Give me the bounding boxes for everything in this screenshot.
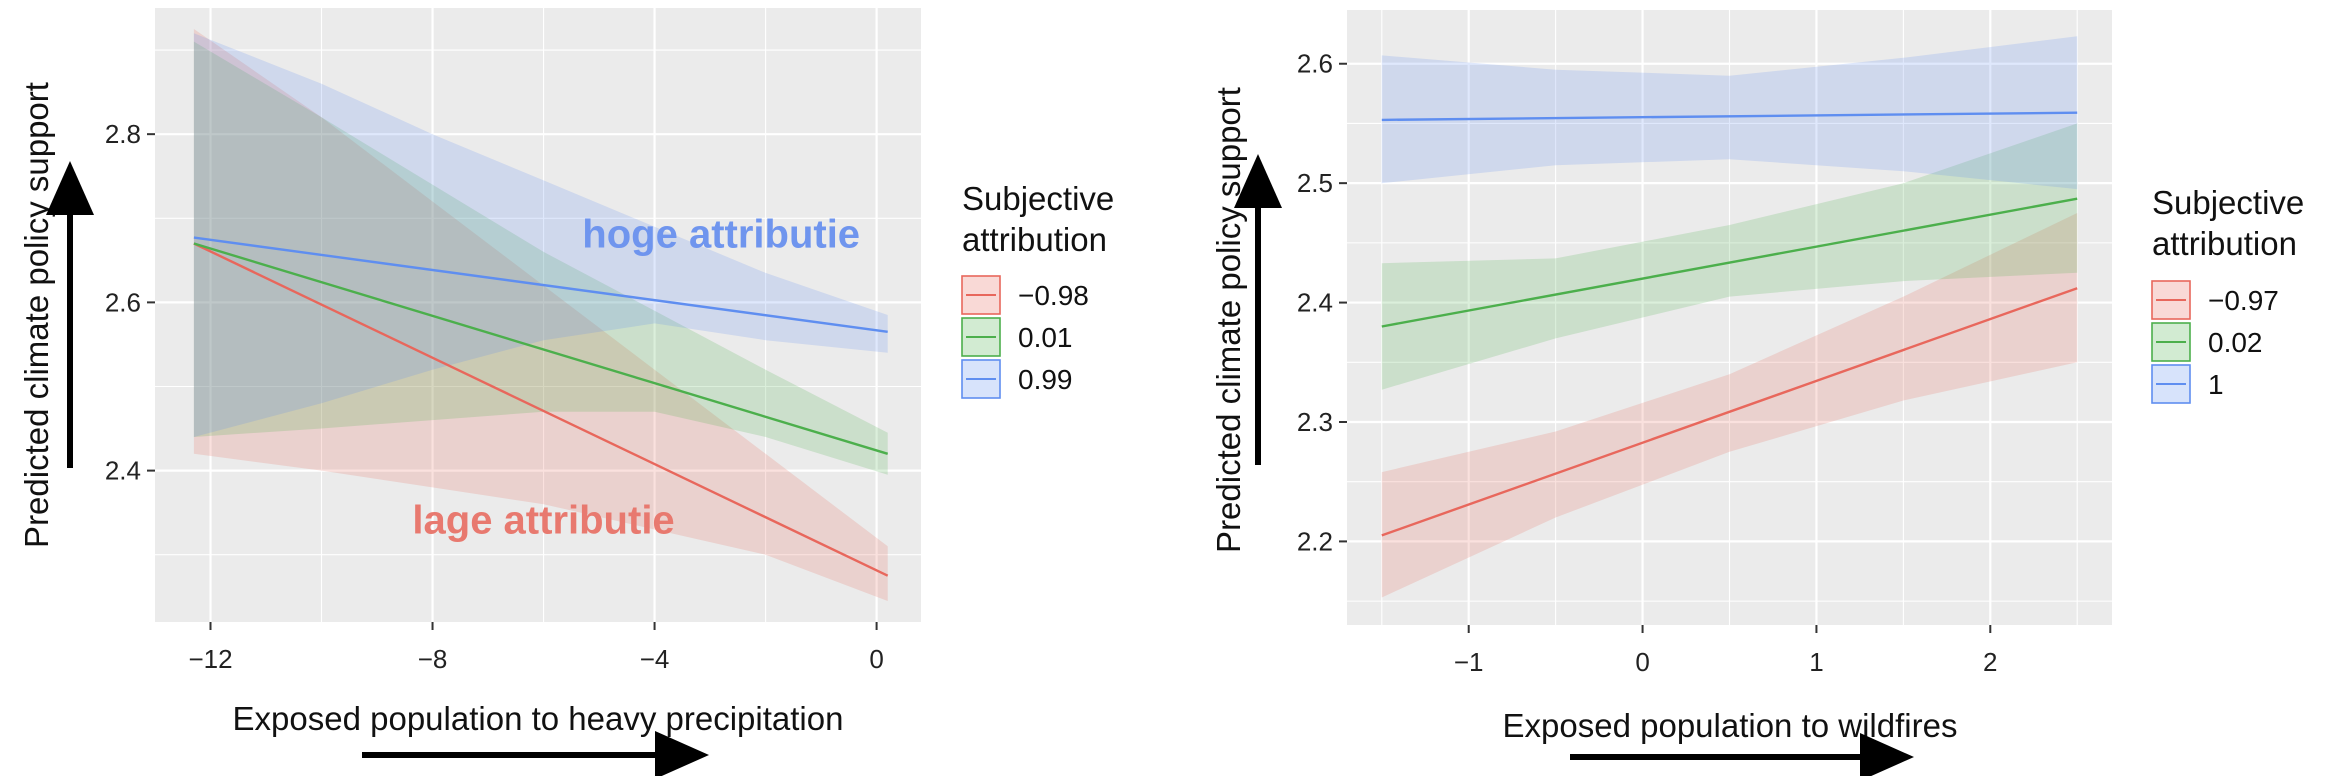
y-tick-label: 2.6: [105, 287, 141, 317]
series-line-2: [193, 236, 888, 333]
legend-label-1: 0.02: [2208, 327, 2263, 358]
confidence-band-0: [1381, 213, 2078, 598]
y-tick-label: 2.2: [1297, 526, 1333, 556]
x-tick-label: 1: [1809, 647, 1823, 677]
legend-title: Subjective: [962, 180, 1114, 217]
x-ticks: −12 −8 −4 0: [188, 622, 884, 674]
x-tick-label: 2: [1983, 647, 1997, 677]
x-axis-title: Exposed population to wildfires: [1503, 707, 1958, 744]
chart-wildfires: −1 0 1 2 2.2 2.3 2.4 2.5 2.6 Exposed population…: [1210, 10, 2304, 776]
annotation-high-attribution: hoge attributie: [582, 213, 860, 257]
y-tick-label: 2.3: [1297, 407, 1333, 437]
series-line-1: [1381, 197, 2078, 328]
legend-label-2: 1: [2208, 369, 2224, 400]
grid-lines: [1347, 10, 2112, 625]
y-axis-title: Predicted climate policy support: [18, 82, 55, 548]
legend-title: Subjective: [2152, 184, 2304, 221]
x-tick-label: 0: [1635, 647, 1649, 677]
series-line-1: [193, 242, 889, 455]
series-line-2: [1381, 111, 2078, 122]
legend-items: −0.98 0.01 0.99: [961, 275, 1089, 399]
legend-title-line2: attribution: [962, 221, 1107, 258]
legend-label-0: −0.97: [2208, 285, 2279, 316]
confidence-bands: [1381, 36, 2078, 598]
y-tick-label: 2.4: [1297, 288, 1333, 318]
x-tick-label: 0: [869, 644, 883, 674]
legend-label-2: 0.99: [1018, 364, 1073, 395]
legend-label-1: 0.01: [1018, 322, 1073, 353]
chart-heavy-precipitation: −12 −8 −4 0 2.4 2.6 2.8 hoge attributie lage …: [18, 8, 1114, 776]
x-axis-title: Exposed population to heavy precipitatio…: [233, 700, 844, 737]
y-tick-label: 2.5: [1297, 168, 1333, 198]
plot-area: [155, 8, 921, 622]
confidence-band-2: [1381, 36, 2078, 190]
y-ticks: 2.4 2.6 2.8: [105, 119, 155, 486]
x-tick-label: −4: [640, 644, 670, 674]
x-tick-label: −8: [418, 644, 448, 674]
confidence-band-1: [1381, 123, 2078, 390]
y-ticks: 2.2 2.3 2.4 2.5 2.6: [1297, 49, 1347, 556]
x-tick-label: −1: [1454, 647, 1484, 677]
confidence-band-1: [193, 41, 888, 475]
y-tick-label: 2.6: [1297, 49, 1333, 79]
confidence-band-2: [193, 33, 888, 437]
series-lines: [193, 236, 889, 577]
confidence-band-0: [193, 29, 888, 601]
legend: Subjective attribution −0.98 0.01 0.99: [961, 180, 1114, 399]
series-line-0: [1381, 287, 2078, 537]
legend-label-0: −0.98: [1018, 280, 1089, 311]
legend-title-line2: attribution: [2152, 225, 2297, 262]
legend-items: −0.97 0.02 1: [2151, 280, 2279, 404]
series-lines: [1381, 111, 2078, 537]
y-axis-title: Predicted climate policy support: [1210, 87, 1247, 553]
series-line-0: [193, 242, 889, 577]
x-tick-label: −12: [188, 644, 232, 674]
x-ticks: −1 0 1 2: [1454, 625, 1998, 677]
annotation-low-attribution: lage attributie: [412, 499, 674, 543]
confidence-bands: [193, 29, 888, 601]
y-tick-label: 2.8: [105, 119, 141, 149]
y-tick-label: 2.4: [105, 456, 141, 486]
legend: Subjective attribution −0.97 0.02 1: [2151, 184, 2304, 404]
